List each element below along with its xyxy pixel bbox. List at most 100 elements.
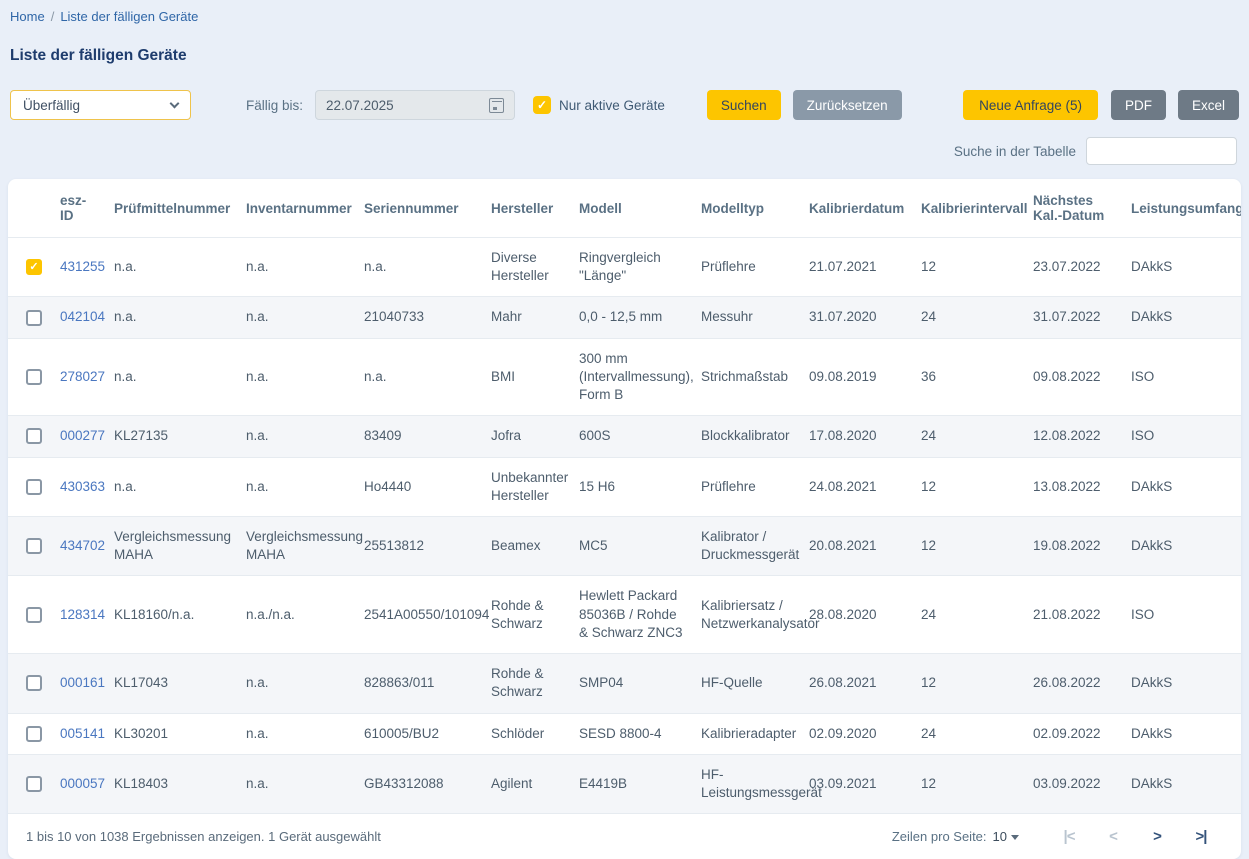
- device-id-link[interactable]: 278027: [60, 369, 105, 384]
- table-cell: 600S: [571, 416, 693, 457]
- table-search: Suche in der Tabelle: [0, 137, 1237, 165]
- column-header[interactable]: Modelltyp: [693, 179, 801, 238]
- search-button[interactable]: Suchen: [707, 90, 781, 120]
- column-header[interactable]: Nächstes Kal.-Datum: [1025, 179, 1123, 238]
- table-row: 000057KL18403n.a.GB43312088AgilentE4419B…: [8, 754, 1241, 813]
- table-cell: n.a.: [238, 713, 356, 754]
- rows-per-page: Zeilen pro Seite: 10: [892, 829, 1019, 844]
- table-cell: SMP04: [571, 654, 693, 713]
- device-id-link[interactable]: 000161: [60, 675, 105, 690]
- table-cell: DAkkS: [1123, 654, 1241, 713]
- row-checkbox[interactable]: [26, 675, 42, 691]
- status-select[interactable]: Überfällig: [10, 90, 191, 120]
- row-checkbox[interactable]: [26, 369, 42, 385]
- table-cell: DAkkS: [1123, 297, 1241, 338]
- device-id-link[interactable]: 128314: [60, 607, 105, 622]
- active-devices-checkbox[interactable]: ✓ Nur aktive Geräte: [533, 96, 665, 114]
- table-cell: 26.08.2021: [801, 654, 913, 713]
- table-row: 000161KL17043n.a.828863/011Rohde & Schwa…: [8, 654, 1241, 713]
- table-cell: Blockkalibrator: [693, 416, 801, 457]
- row-checkbox[interactable]: [26, 726, 42, 742]
- table-cell: 24: [913, 713, 1025, 754]
- due-date-input[interactable]: 22.07.2025: [315, 90, 515, 120]
- device-id-link[interactable]: 430363: [60, 479, 105, 494]
- column-header[interactable]: Leistungsumfang: [1123, 179, 1241, 238]
- row-checkbox[interactable]: [26, 479, 42, 495]
- chevron-down-icon: [170, 98, 180, 108]
- table-search-input[interactable]: [1086, 137, 1237, 165]
- caret-down-icon: [1011, 835, 1019, 840]
- checkbox-checked-icon: ✓: [533, 96, 551, 114]
- row-checkbox[interactable]: [26, 310, 42, 326]
- table-cell: 03.09.2021: [801, 754, 913, 813]
- table-cell: 12: [913, 457, 1025, 516]
- table-header: esz-IDPrüfmittelnummerInventarnummerSeri…: [8, 179, 1241, 238]
- table-row: 278027n.a.n.a.n.a.BMI300 mm (Intervallme…: [8, 338, 1241, 416]
- table-cell: 02.09.2020: [801, 713, 913, 754]
- rows-per-page-select[interactable]: 10: [993, 829, 1019, 844]
- breadcrumb: Home / Liste der fälligen Geräte: [0, 0, 1249, 24]
- due-date-value: 22.07.2025: [326, 98, 394, 113]
- row-checkbox[interactable]: [26, 538, 42, 554]
- table-cell: 12: [913, 754, 1025, 813]
- column-header[interactable]: Seriennummer: [356, 179, 483, 238]
- table-cell: Jofra: [483, 416, 571, 457]
- previous-page-button[interactable]: <: [1091, 828, 1135, 845]
- table-cell: ISO: [1123, 416, 1241, 457]
- calendar-icon[interactable]: [489, 98, 504, 113]
- row-checkbox-checked[interactable]: ✓: [26, 259, 42, 275]
- table-cell: DAkkS: [1123, 238, 1241, 297]
- column-header[interactable]: Modell: [571, 179, 693, 238]
- table-cell: n.a.: [106, 338, 238, 416]
- new-request-button[interactable]: Neue Anfrage (5): [963, 90, 1098, 120]
- device-id-link[interactable]: 042104: [60, 309, 105, 324]
- device-id-link[interactable]: 000057: [60, 776, 105, 791]
- device-id-link[interactable]: 434702: [60, 538, 105, 553]
- table-cell: Strichmaßstab: [693, 338, 801, 416]
- table-cell: n.a.: [238, 238, 356, 297]
- table-cell: n.a.: [238, 338, 356, 416]
- column-header[interactable]: esz-ID: [52, 179, 106, 238]
- device-id-link[interactable]: 005141: [60, 726, 105, 741]
- table-cell: KL27135: [106, 416, 238, 457]
- table-cell: 02.09.2022: [1025, 713, 1123, 754]
- column-header[interactable]: Kalibrierintervall: [913, 179, 1025, 238]
- table-cell: Vergleichsmessung MAHA: [238, 516, 356, 575]
- rows-per-page-value: 10: [993, 829, 1007, 844]
- next-page-button[interactable]: >: [1135, 828, 1179, 845]
- table-cell: MC5: [571, 516, 693, 575]
- device-id-link[interactable]: 431255: [60, 259, 105, 274]
- table-cell: 828863/011: [356, 654, 483, 713]
- rows-per-page-label: Zeilen pro Seite:: [892, 829, 987, 844]
- table-cell: n.a.: [238, 416, 356, 457]
- table-row: 430363n.a.n.a.Ho4440Unbekannter Herstell…: [8, 457, 1241, 516]
- table-cell: n.a.: [106, 457, 238, 516]
- breadcrumb-home-link[interactable]: Home: [10, 9, 45, 24]
- table-cell: Ho4440: [356, 457, 483, 516]
- device-id-link[interactable]: 000277: [60, 428, 105, 443]
- column-header[interactable]: Inventarnummer: [238, 179, 356, 238]
- row-checkbox[interactable]: [26, 607, 42, 623]
- table-cell: 19.08.2022: [1025, 516, 1123, 575]
- last-page-button[interactable]: >|: [1179, 828, 1223, 845]
- table-row: 434702Vergleichsmessung MAHAVergleichsme…: [8, 516, 1241, 575]
- table-cell: Kalibriersatz / Netzwerkanalysator: [693, 576, 801, 654]
- device-table-card: esz-IDPrüfmittelnummerInventarnummerSeri…: [8, 179, 1241, 859]
- reset-button[interactable]: Zurücksetzen: [793, 90, 902, 120]
- pdf-export-button[interactable]: PDF: [1111, 90, 1166, 120]
- table-cell: 12: [913, 654, 1025, 713]
- row-checkbox[interactable]: [26, 776, 42, 792]
- first-page-button[interactable]: |<: [1047, 828, 1091, 845]
- table-cell: n.a.: [238, 754, 356, 813]
- table-row: ✓431255n.a.n.a.n.a.Diverse HerstellerRin…: [8, 238, 1241, 297]
- table-cell: 21040733: [356, 297, 483, 338]
- excel-export-button[interactable]: Excel: [1178, 90, 1239, 120]
- breadcrumb-current-link[interactable]: Liste der fälligen Geräte: [60, 9, 198, 24]
- column-header[interactable]: Prüfmittelnummer: [106, 179, 238, 238]
- table-cell: 03.09.2022: [1025, 754, 1123, 813]
- table-cell: n.a.: [238, 297, 356, 338]
- column-header[interactable]: Hersteller: [483, 179, 571, 238]
- column-header[interactable]: Kalibrierdatum: [801, 179, 913, 238]
- row-checkbox[interactable]: [26, 428, 42, 444]
- table-cell: 12.08.2022: [1025, 416, 1123, 457]
